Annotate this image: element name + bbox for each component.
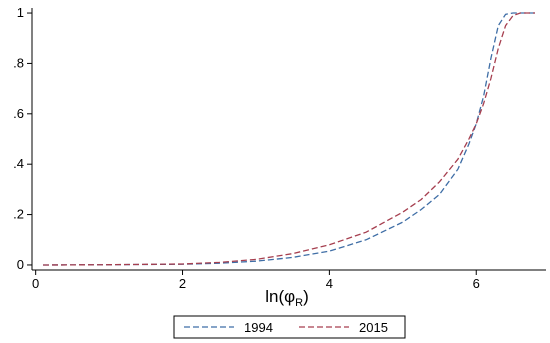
x-axis-title-close: ) — [303, 287, 309, 306]
y-tick-label: 0 — [17, 257, 24, 272]
plot-background — [32, 8, 546, 270]
plot-area — [32, 8, 546, 270]
legend-label-1994: 1994 — [244, 320, 273, 335]
axes-layer: 0 .2 .4 .6 .8 1 0 2 4 6 — [13, 5, 546, 291]
x-tick-label: 0 — [32, 276, 39, 291]
x-tick-label: 2 — [179, 276, 186, 291]
y-tick-label: .8 — [13, 55, 24, 70]
x-tick-label: 4 — [326, 276, 333, 291]
x-axis-title-main: ln(φ — [265, 287, 295, 306]
x-tick-label: 6 — [473, 276, 480, 291]
y-tick-label: .4 — [13, 156, 24, 171]
x-axis-title-subscript: R — [295, 297, 303, 309]
legend: 1994 2015 — [173, 315, 406, 339]
y-tick-label: .2 — [13, 207, 24, 222]
series-layer — [42, 12, 535, 266]
legend-box — [173, 315, 406, 339]
x-axis-title: ln(φR) — [265, 287, 309, 309]
y-tick-label: .6 — [13, 106, 24, 121]
y-tick-label: 1 — [17, 5, 24, 20]
series-line-2015 — [42, 12, 535, 266]
legend-label-2015: 2015 — [359, 320, 388, 335]
